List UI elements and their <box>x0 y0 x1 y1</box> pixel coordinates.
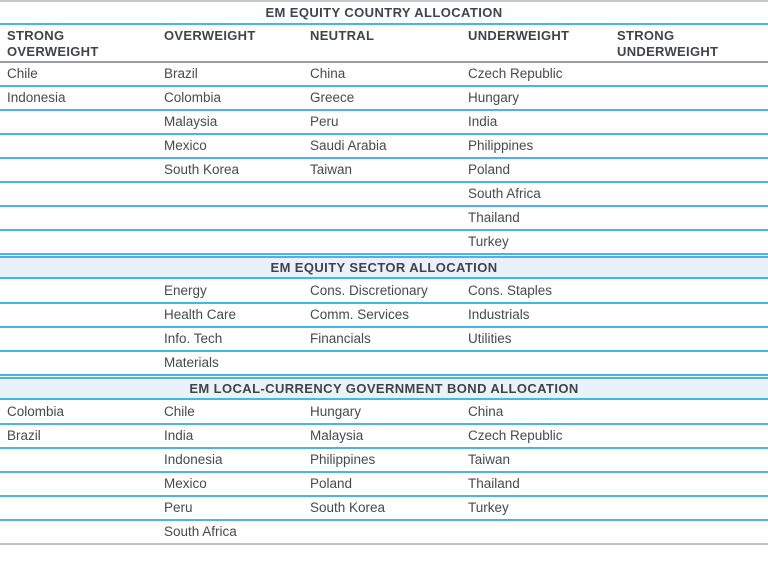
table-cell: Thailand <box>468 476 520 491</box>
table-cell: Philippines <box>310 452 376 467</box>
table-row: Indonesia Colombia Greece Hungary <box>0 87 768 111</box>
table-cell: Peru <box>164 500 193 515</box>
table-cell: Philippines <box>468 138 534 153</box>
section-title-band: EM EQUITY SECTOR ALLOCATION <box>0 256 768 279</box>
column-header: NEUTRAL <box>310 28 375 43</box>
table-cell: Materials <box>164 355 219 370</box>
table-cell: Cons. Staples <box>468 283 553 298</box>
section-title-band: EM LOCAL-CURRENCY GOVERNMENT BOND ALLOCA… <box>0 377 768 400</box>
table-cell: Greece <box>310 90 355 105</box>
table-row: Info. Tech Financials Utilities <box>0 328 768 352</box>
table-cell: Thailand <box>468 210 520 225</box>
column-header: UNDERWEIGHT <box>468 28 570 43</box>
table-cell: Czech Republic <box>468 428 563 443</box>
section-title-band: EM EQUITY COUNTRY ALLOCATION <box>0 2 768 25</box>
table-cell: Industrials <box>468 307 530 322</box>
table-cell: Taiwan <box>310 162 353 177</box>
column-header: STRONG UNDERWEIGHT <box>617 28 719 59</box>
table-cell: Info. Tech <box>164 331 223 346</box>
allocation-report: EM EQUITY COUNTRY ALLOCATION STRONG OVERW… <box>0 0 768 545</box>
table-cell: Utilities <box>468 331 512 346</box>
table-row: South Korea Taiwan Poland <box>0 159 768 183</box>
table-cell: Brazil <box>164 66 198 81</box>
table-cell: Financials <box>310 331 371 346</box>
table-cell: Peru <box>310 114 339 129</box>
table-row: South Africa <box>0 183 768 207</box>
table-cell: Hungary <box>468 90 520 105</box>
table-cell: Saudi Arabia <box>310 138 387 153</box>
table-cell: Brazil <box>7 428 41 443</box>
column-header: STRONG OVERWEIGHT <box>7 28 99 59</box>
table-cell: Chile <box>164 404 195 419</box>
table-cell: South Korea <box>164 162 240 177</box>
table-cell: Malaysia <box>164 114 218 129</box>
allocation-table-body: EM EQUITY COUNTRY ALLOCATION STRONG OVERW… <box>0 2 768 545</box>
table-cell: Colombia <box>7 404 65 419</box>
table-cell: Taiwan <box>468 452 511 467</box>
top-rule <box>0 0 768 2</box>
table-cell: Mexico <box>164 138 207 153</box>
table-cell: Malaysia <box>310 428 364 443</box>
table-row: Malaysia Peru India <box>0 111 768 135</box>
table-cell: Comm. Services <box>310 307 410 322</box>
table-cell: Indonesia <box>164 452 223 467</box>
table-row: Indonesia Philippines Taiwan <box>0 449 768 473</box>
table-cell: Indonesia <box>7 90 66 105</box>
table-cell: South Africa <box>468 186 541 201</box>
column-header-row: STRONG OVERWEIGHT OVERWEIGHT NEUTRAL UNDERW… <box>0 26 768 63</box>
table-cell: South Korea <box>310 500 386 515</box>
table-row: Mexico Poland Thailand <box>0 473 768 497</box>
table-row: Turkey <box>0 231 768 255</box>
table-cell: India <box>164 428 194 443</box>
table-cell: Czech Republic <box>468 66 563 81</box>
table-row: Chile Brazil China Czech Republic <box>0 63 768 87</box>
table-row: Mexico Saudi Arabia Philippines <box>0 135 768 159</box>
table-row: Thailand <box>0 207 768 231</box>
table-cell: Turkey <box>468 500 509 515</box>
table-row: South Africa <box>0 521 768 545</box>
table-row: Health Care Comm. Services Industrials <box>0 304 768 328</box>
table-cell: Turkey <box>468 234 509 249</box>
table-row: Peru South Korea Turkey <box>0 497 768 521</box>
table-cell: Chile <box>7 66 38 81</box>
table-cell: Health Care <box>164 307 237 322</box>
table-cell: Cons. Discretionary <box>310 283 428 298</box>
table-cell: Energy <box>164 283 207 298</box>
table-cell: China <box>310 66 346 81</box>
table-row: Brazil India Malaysia Czech Republic <box>0 425 768 449</box>
table-row: Colombia Chile Hungary China <box>0 401 768 425</box>
table-cell: China <box>468 404 504 419</box>
table-row: Energy Cons. Discretionary Cons. Staples <box>0 280 768 304</box>
column-header: OVERWEIGHT <box>164 28 256 43</box>
table-cell: Colombia <box>164 90 222 105</box>
table-cell: Hungary <box>310 404 362 419</box>
table-cell: Poland <box>310 476 353 491</box>
table-cell: South Africa <box>164 524 237 539</box>
table-cell: Poland <box>468 162 511 177</box>
table-cell: India <box>468 114 498 129</box>
table-cell: Mexico <box>164 476 207 491</box>
table-row: Materials <box>0 352 768 376</box>
